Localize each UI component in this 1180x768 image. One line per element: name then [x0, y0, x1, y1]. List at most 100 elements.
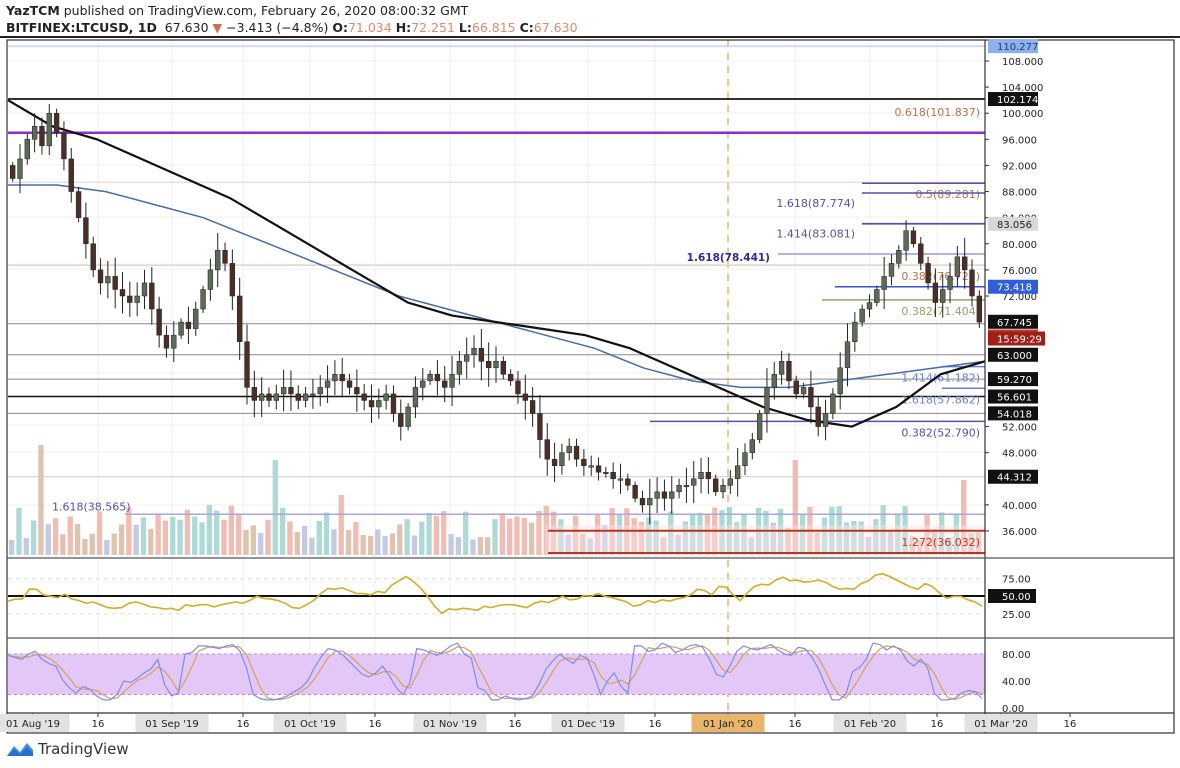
candle-up[interactable] — [383, 393, 389, 401]
candle-up[interactable] — [258, 393, 265, 401]
price-badge[interactable] — [988, 389, 1038, 404]
candle-up[interactable] — [31, 126, 38, 140]
candle-up[interactable] — [617, 478, 624, 481]
candle-up[interactable] — [837, 367, 843, 395]
candle-down[interactable] — [61, 132, 67, 160]
candle-down[interactable] — [544, 439, 550, 460]
candle-down[interactable] — [9, 165, 16, 179]
candle-down[interactable] — [295, 393, 301, 401]
candle-down[interactable] — [434, 374, 441, 382]
candle-down[interactable] — [507, 374, 514, 382]
candle-down[interactable] — [529, 400, 536, 414]
candle-up[interactable] — [193, 308, 199, 329]
time-tick-label[interactable]: 16 — [649, 719, 662, 730]
candle-up[interactable] — [134, 295, 140, 303]
time-tick-label[interactable]: 01 Feb '20 — [844, 719, 896, 730]
candle-down[interactable] — [237, 295, 243, 342]
candle-down[interactable] — [515, 380, 521, 395]
candle-up[interactable] — [866, 302, 873, 310]
candle-down[interactable] — [339, 374, 345, 382]
candle-down[interactable] — [918, 243, 924, 264]
candle-down[interactable] — [97, 269, 104, 284]
candle-down[interactable] — [53, 112, 60, 134]
candle-up[interactable] — [676, 485, 682, 493]
candle-up[interactable] — [302, 393, 309, 401]
candle-up[interactable] — [756, 413, 763, 440]
candle-up[interactable] — [588, 465, 594, 468]
candle-up[interactable] — [683, 485, 690, 488]
price-badge[interactable] — [988, 372, 1038, 387]
price-badge[interactable] — [988, 92, 1038, 107]
price-badge[interactable] — [988, 216, 1038, 231]
tradingview-logo[interactable]: TradingView — [5, 740, 129, 758]
rsi-pane[interactable] — [7, 572, 985, 615]
candle-down[interactable] — [969, 269, 975, 297]
candle-up[interactable] — [888, 263, 895, 277]
candle-up[interactable] — [464, 354, 470, 362]
time-tick-label[interactable]: 16 — [369, 719, 382, 730]
candle-down[interactable] — [288, 387, 294, 395]
candle-up[interactable] — [800, 387, 807, 395]
candle-down[interactable] — [251, 387, 257, 401]
candle-up[interactable] — [200, 289, 206, 310]
candle-up[interactable] — [178, 321, 184, 336]
candle-down[interactable] — [976, 295, 983, 323]
candle-up[interactable] — [764, 387, 770, 414]
price-badge[interactable] — [988, 331, 1045, 346]
time-tick-label[interactable]: 01 Sep '19 — [145, 719, 198, 730]
candle-up[interactable] — [669, 491, 675, 499]
candle-up[interactable] — [778, 361, 785, 375]
candle-up[interactable] — [105, 276, 111, 284]
candle-up[interactable] — [332, 374, 338, 382]
candle-up[interactable] — [903, 230, 909, 251]
candle-up[interactable] — [449, 374, 455, 388]
candle-down[interactable] — [68, 158, 74, 192]
horizontal-levels[interactable] — [8, 45, 985, 478]
candle-up[interactable] — [830, 393, 836, 414]
candle-down[interactable] — [625, 478, 631, 486]
candle-up[interactable] — [273, 393, 279, 401]
time-axis[interactable]: 01 Aug '19 16 01 Sep '19 16 01 Oct '19 16 01 N… — [0, 713, 1076, 732]
candle-up[interactable] — [317, 387, 323, 395]
candle-up[interactable] — [874, 289, 880, 303]
price-chart[interactable]: 0.618(101.837) 0.5(89.281) 1.618(87.774) 1.… — [0, 38, 1180, 738]
candle-down[interactable] — [500, 361, 506, 375]
candle-down[interactable] — [346, 380, 353, 388]
candle-down[interactable] — [705, 472, 712, 480]
stoch-k-line[interactable] — [7, 642, 983, 701]
time-tick-label[interactable]: 16 — [92, 719, 105, 730]
candle-down[interactable] — [112, 276, 118, 290]
candle-down[interactable] — [229, 263, 236, 297]
candle-up[interactable] — [207, 269, 214, 290]
candle-up[interactable] — [471, 347, 477, 356]
candle-down[interactable] — [90, 243, 96, 271]
candle-up[interactable] — [420, 380, 426, 388]
candle-up[interactable] — [771, 374, 777, 388]
candle-down[interactable] — [163, 334, 170, 349]
time-tick-label[interactable]: 01 Nov '19 — [423, 719, 477, 730]
candle-down[interactable] — [354, 387, 360, 395]
price-badge[interactable] — [988, 279, 1038, 294]
time-tick-label[interactable]: 01 Dec '19 — [561, 719, 615, 730]
candle-down[interactable] — [632, 485, 638, 499]
price-badge[interactable] — [988, 406, 1038, 421]
candle-up[interactable] — [735, 465, 741, 480]
candle-up[interactable] — [456, 361, 463, 375]
candle-down[interactable] — [185, 321, 192, 329]
candle-down[interactable] — [156, 308, 162, 336]
stoch-rsi-pane[interactable] — [7, 642, 985, 701]
candle-up[interactable] — [405, 406, 411, 427]
candle-up[interactable] — [280, 387, 287, 395]
candle-down[interactable] — [551, 458, 558, 466]
candle-down[interactable] — [925, 263, 931, 284]
candle-down[interactable] — [119, 289, 126, 297]
time-tick-label[interactable]: 01 Oct '19 — [284, 719, 336, 730]
candle-down[interactable] — [127, 295, 133, 303]
candle-down[interactable] — [581, 458, 587, 466]
candle-down[interactable] — [661, 491, 668, 499]
author-name[interactable]: YazTCM — [6, 3, 60, 18]
price-badge[interactable] — [988, 347, 1038, 362]
candle-up[interactable] — [859, 308, 865, 323]
candle-up[interactable] — [427, 374, 433, 382]
time-tick-label[interactable]: 16 — [789, 719, 802, 730]
